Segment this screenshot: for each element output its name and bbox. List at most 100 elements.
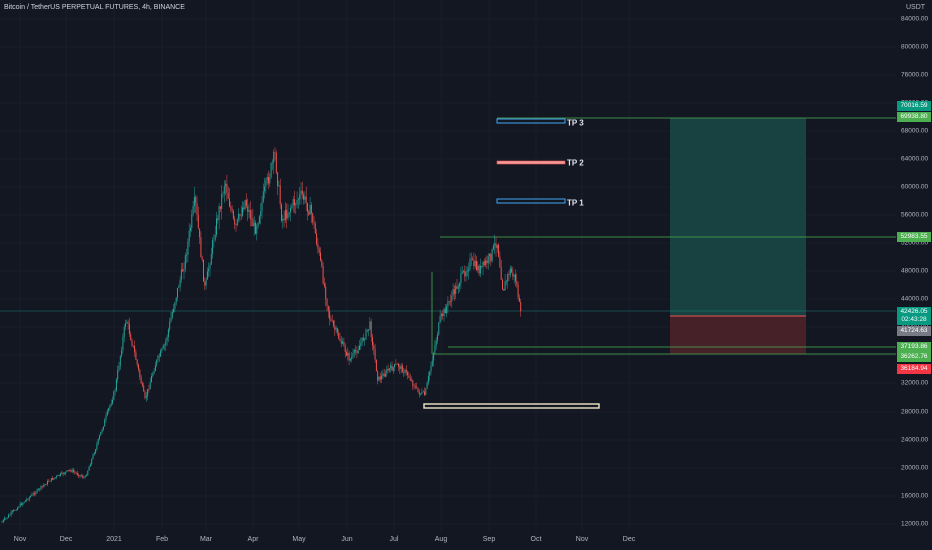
candle-body [209, 264, 211, 269]
candle-body [439, 315, 441, 323]
tp1-marker[interactable] [496, 198, 566, 204]
candle-body [14, 510, 16, 511]
candle-body [156, 359, 158, 366]
candle-body [30, 496, 32, 498]
time-axis[interactable] [0, 532, 896, 550]
time-tick: Dec [622, 536, 636, 543]
candle-body [6, 517, 8, 519]
candle-body [229, 198, 230, 207]
candle-body [308, 211, 310, 215]
time-tick: Oct [530, 536, 542, 543]
candle-body [132, 345, 134, 347]
candle-body [487, 255, 489, 264]
time-tick: Jun [341, 536, 353, 543]
candle-body [323, 283, 325, 287]
profit-zone[interactable] [670, 118, 806, 316]
candle-body [375, 359, 377, 372]
candle-body [161, 348, 163, 351]
candle-body [494, 243, 496, 246]
candle-body [169, 321, 171, 330]
candle-body [352, 352, 354, 357]
price-tick: 28000.00 [901, 408, 929, 416]
candle-body [130, 334, 132, 341]
candle-body [459, 283, 461, 287]
candle-body [216, 218, 217, 235]
candle-body [160, 350, 162, 357]
candle-body [400, 365, 402, 369]
candle-body [382, 373, 384, 376]
candle-body [411, 380, 412, 381]
price-tick: 56000.00 [901, 211, 929, 219]
candle-body [277, 172, 279, 186]
candle-body [115, 379, 117, 391]
candle-body [95, 449, 97, 454]
time-tick: Mar [199, 536, 213, 543]
candle-body [273, 152, 275, 163]
candle-body [248, 210, 250, 212]
candle-body [503, 289, 505, 291]
candle-body [227, 192, 229, 199]
tp3-marker[interactable] [496, 118, 566, 124]
candle-body [70, 470, 72, 472]
candle-body [158, 355, 160, 357]
candle-body [218, 206, 220, 220]
candle-body [234, 218, 236, 225]
price-badge: 36184.94 [897, 364, 931, 374]
candle-body [369, 321, 371, 330]
candle-body [255, 222, 256, 234]
candle-body [378, 376, 380, 381]
candle-body [326, 298, 328, 306]
candle-body [134, 346, 136, 353]
price-chart[interactable] [0, 0, 896, 532]
candle-body [283, 218, 285, 221]
candle-body [27, 499, 29, 500]
candle-body [338, 332, 340, 339]
candle-body [170, 317, 172, 322]
candle-body [56, 475, 58, 478]
candle-body [372, 337, 373, 346]
candle-body [435, 340, 437, 346]
candle-body [193, 197, 195, 207]
chart-canvas[interactable]: Bitcoin / TetherUS PERPETUAL FUTURES, 4h… [0, 0, 896, 532]
candle-body [329, 311, 331, 320]
candle-body [373, 345, 375, 350]
candle-body [265, 179, 267, 187]
candle-body [60, 473, 61, 476]
candle-body [516, 281, 518, 285]
price-tick: 24000.00 [901, 436, 929, 444]
candle-body [325, 286, 327, 299]
candle-body [192, 206, 194, 215]
candle-body [200, 237, 202, 258]
candle-body [385, 374, 386, 377]
tp3-label: TP 3 [567, 118, 584, 128]
candle-body [45, 484, 47, 485]
candle-body [399, 366, 401, 369]
loss-zone[interactable] [670, 316, 806, 354]
tp2-marker[interactable] [496, 160, 566, 165]
candle-body [434, 345, 436, 354]
price-axis[interactable] [896, 0, 932, 532]
candle-body [242, 207, 243, 216]
candle-body [457, 286, 459, 289]
candle-body [257, 222, 259, 227]
candle-body [422, 391, 424, 393]
candle-body [264, 186, 266, 192]
candle-body [58, 474, 60, 476]
candle-body [394, 364, 396, 368]
candle-body [221, 194, 223, 209]
candle-body [15, 509, 17, 511]
candle-body [118, 365, 120, 371]
candle-body [297, 199, 299, 201]
candle-body [205, 279, 207, 286]
candle-body [65, 471, 67, 474]
candle-body [128, 323, 130, 335]
candle-body [321, 260, 323, 266]
candle-body [290, 208, 292, 213]
candle-body [437, 334, 438, 341]
candle-body [361, 337, 363, 344]
candle-body [182, 269, 184, 272]
candle-body [201, 257, 203, 260]
support-box[interactable] [423, 403, 600, 409]
candle-body [86, 475, 87, 477]
candle-body [316, 233, 318, 244]
